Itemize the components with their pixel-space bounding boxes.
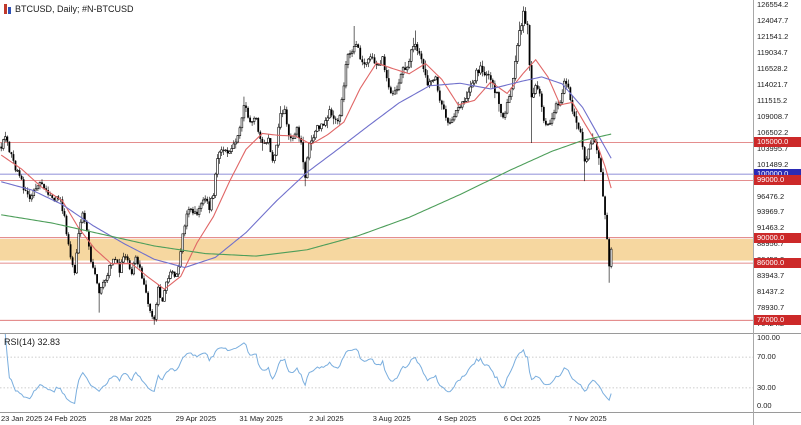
panel-divider[interactable] [0,333,801,334]
date-axis-label: 29 Apr 2025 [175,414,217,423]
date-axis-label: 7 Nov 2025 [568,414,607,423]
date-axis-label: 6 Oct 2025 [503,414,541,423]
date-axis-label: 28 Mar 2025 [109,414,152,423]
date-axis-label: 3 Aug 2025 [372,414,411,423]
date-axis-label: 4 Sep 2025 [437,414,477,423]
axis-separator [753,0,754,425]
date-axis-label: 23 Jan 2025 [1,414,43,423]
rsi-indicator-canvas[interactable] [0,334,801,411]
axis-divider [0,412,801,413]
date-axis-label: 2 Jul 2025 [309,414,344,423]
date-axis-label: 24 Feb 2025 [44,414,87,423]
price-chart-canvas[interactable] [0,0,801,333]
time-axis[interactable]: 23 Jan 2025 24 Feb 2025 28 Mar 2025 29 Apr … [0,413,801,425]
date-axis-label: 31 May 2025 [239,414,283,423]
